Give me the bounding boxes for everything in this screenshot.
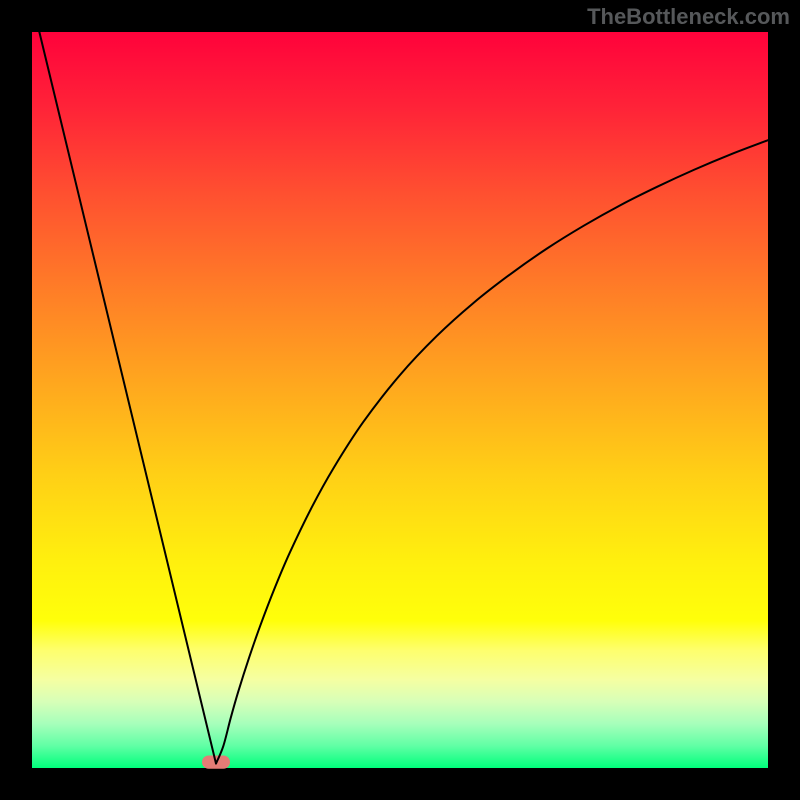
bottleneck-chart [0, 0, 800, 800]
plot-background [32, 32, 768, 768]
watermark-text: TheBottleneck.com [587, 4, 790, 30]
chart-container: TheBottleneck.com [0, 0, 800, 800]
